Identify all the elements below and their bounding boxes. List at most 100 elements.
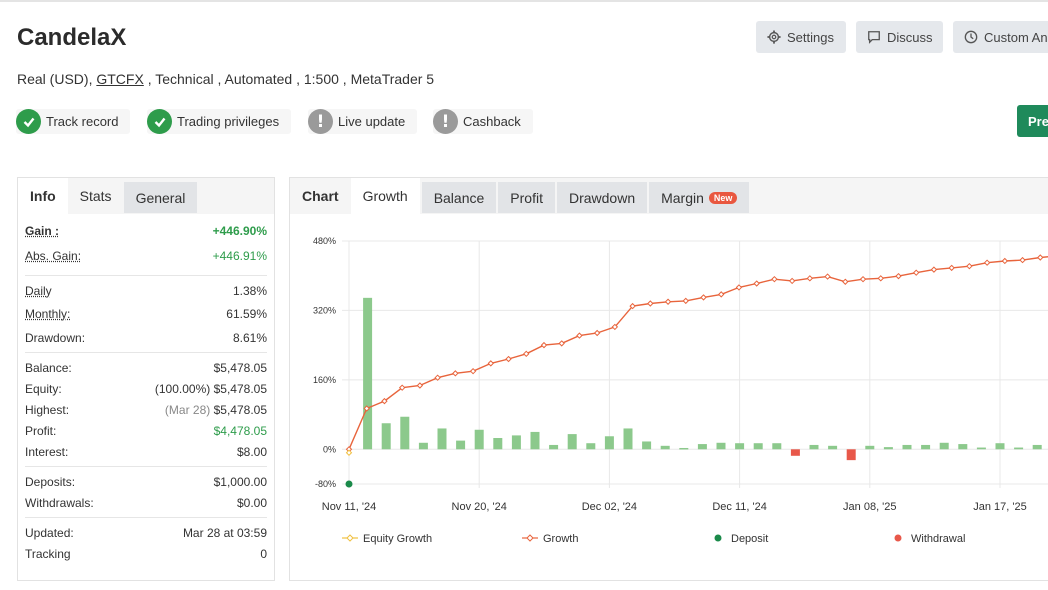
growth-point: [842, 278, 849, 285]
tab-stats[interactable]: Stats: [67, 178, 124, 214]
growth-point: [523, 350, 530, 358]
tab-margin[interactable]: Margin New: [649, 182, 750, 213]
growth-point: [682, 297, 689, 305]
profit-bar: [623, 428, 633, 450]
y-tick-label: -80%: [315, 479, 336, 489]
legend-label: Equity Growth: [363, 533, 432, 545]
loss-bar: [846, 449, 856, 461]
legend-marker: [346, 534, 354, 542]
profit-bar: [474, 429, 484, 450]
y-tick-label: 320%: [313, 305, 336, 315]
account-subtitle: Real (USD), GTCFX , Technical , Automate…: [17, 71, 435, 87]
profit-bar: [381, 423, 391, 450]
x-tick-label: Jan 17, '25: [973, 501, 1026, 513]
tab-growth[interactable]: Growth: [350, 178, 420, 214]
growth-point: [1037, 254, 1044, 261]
growth-point: [1001, 257, 1009, 265]
stat-row-daily: Daily 1.38%: [25, 283, 267, 298]
profit-bar: [735, 443, 745, 450]
legend-marker: [526, 534, 534, 542]
check-icon: [147, 109, 172, 134]
growth-point: [593, 329, 601, 337]
profit-bar: [1014, 447, 1024, 450]
loss-bar: [790, 449, 800, 456]
clock-icon: [964, 30, 978, 44]
divider: [25, 517, 267, 518]
x-tick-label: Nov 20, '24: [452, 501, 507, 513]
profit-bar: [604, 436, 614, 450]
profit-bar: [363, 297, 373, 450]
settings-button[interactable]: Settings: [756, 21, 846, 53]
profit-bar: [642, 441, 652, 450]
growth-point: [363, 405, 370, 412]
stat-row-interest: Interest: $8.00: [25, 444, 267, 459]
stat-row-withdrawals: Withdrawals: $0.00: [25, 495, 267, 510]
growth-point: [895, 272, 902, 280]
profit-bar: [753, 443, 763, 450]
growth-point: [1019, 256, 1026, 264]
cashback-badge: ! Cashback: [433, 109, 533, 134]
growth-point: [859, 275, 867, 283]
stat-row-profit: Profit: $4,478.05: [25, 423, 267, 438]
x-tick-label: Nov 11, '24: [322, 501, 376, 513]
profit-bar: [883, 447, 893, 450]
tab-drawdown[interactable]: Drawdown: [556, 182, 648, 213]
stat-row-updated: Updated: Mar 28 at 03:59: [25, 525, 267, 540]
new-badge: New: [708, 191, 738, 204]
profit-bar: [716, 442, 726, 450]
tab-profit[interactable]: Profit: [498, 182, 555, 213]
tab-info[interactable]: Info: [18, 178, 68, 214]
deposit-marker: [345, 480, 353, 488]
profit-bar: [660, 445, 670, 450]
legend-marker: [714, 534, 722, 542]
premium-button[interactable]: Pre: [1017, 105, 1048, 137]
tab-chart[interactable]: Chart: [290, 178, 351, 214]
x-tick-label: Dec 02, '24: [582, 501, 637, 513]
profit-bar: [400, 416, 410, 450]
profit-bar: [958, 444, 968, 450]
x-tick-label: Jan 08, '25: [843, 501, 896, 513]
stat-row-equity: Equity: (100.00%) $5,478.05: [25, 381, 267, 396]
y-tick-label: 160%: [313, 375, 336, 385]
growth-chart[interactable]: 480% 320% 160% 0% -80% Nov 11, '24 Nov 20, '24…: [290, 214, 1048, 582]
stats-list: Gain : +446.90% Abs. Gain: +446.91% Dail…: [25, 220, 267, 564]
tab-balance[interactable]: Balance: [421, 182, 497, 213]
profit-bar: [921, 444, 931, 450]
growth-point: [824, 273, 831, 280]
profit-bar: [493, 438, 503, 450]
growth-point: [398, 384, 406, 391]
broker-link[interactable]: GTCFX: [96, 71, 144, 87]
growth-point: [806, 275, 814, 282]
growth-point: [664, 298, 672, 305]
stat-row-deposits: Deposits: $1,000.00: [25, 474, 267, 489]
profit-bar: [418, 442, 428, 450]
gear-icon: [767, 30, 781, 44]
stats-panel: Info Stats General Gain : +446.90% Abs. …: [17, 177, 275, 581]
stat-row-highest: Highest: (Mar 28) $5,478.05: [25, 402, 267, 417]
growth-line: [348, 256, 1048, 450]
live-update-badge: ! Live update: [308, 109, 418, 134]
profit-bar: [828, 445, 838, 450]
growth-point: [735, 284, 743, 291]
divider: [25, 275, 267, 276]
stat-row-drawdown: Drawdown: 8.61%: [25, 330, 267, 345]
profit-bar: [437, 428, 447, 450]
exclamation-icon: !: [308, 109, 333, 134]
growth-point: [771, 275, 778, 283]
discuss-button[interactable]: Discuss: [856, 21, 943, 53]
growth-point: [540, 341, 548, 349]
equity-point: [345, 449, 353, 456]
custom-analysis-button[interactable]: Custom An: [953, 21, 1048, 53]
tab-general[interactable]: General: [123, 182, 198, 213]
profit-bar: [567, 434, 577, 450]
growth-point: [877, 275, 884, 282]
growth-point: [753, 280, 760, 287]
profit-bar: [549, 444, 559, 450]
profit-bar: [865, 445, 875, 450]
chat-icon: [868, 31, 880, 44]
legend-label: Growth: [543, 533, 578, 545]
growth-point: [983, 259, 991, 266]
stat-row-tracking: Tracking 0: [25, 546, 267, 561]
growth-point: [788, 277, 796, 285]
stat-row-balance: Balance: $5,478.05: [25, 360, 267, 375]
